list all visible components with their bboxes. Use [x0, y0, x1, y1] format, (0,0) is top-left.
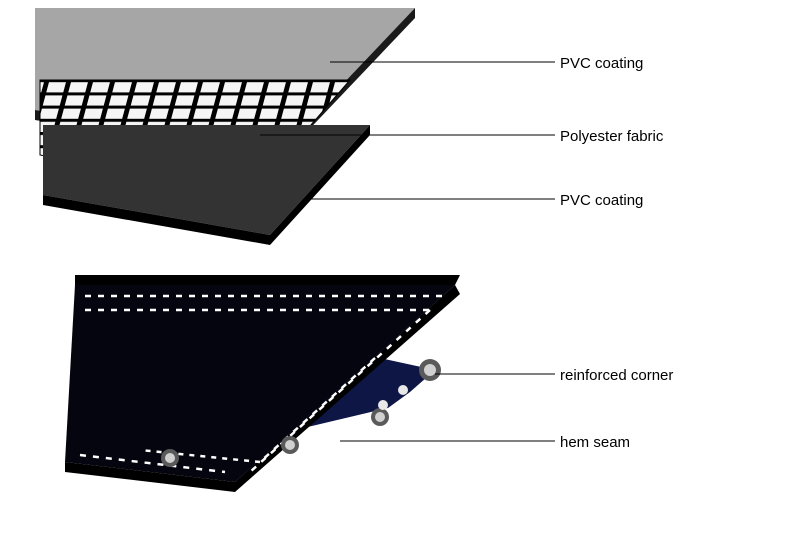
label-pvc-top: PVC coating	[560, 55, 643, 72]
label-reinforced-corner: reinforced corner	[560, 367, 673, 384]
tarp-top-edge	[75, 275, 460, 285]
label-hem-seam: hem seam	[560, 434, 630, 451]
label-pvc-bottom: PVC coating	[560, 192, 643, 209]
label-polyester: Polyester fabric	[560, 128, 663, 145]
material-layers-diagram	[0, 0, 800, 533]
